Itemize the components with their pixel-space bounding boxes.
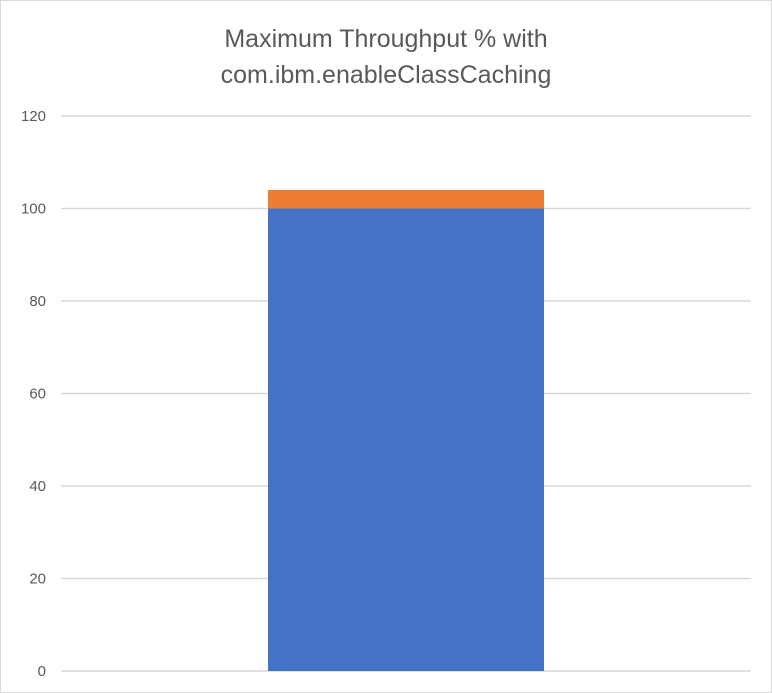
bar-segment-2 — [268, 190, 544, 209]
y-tick-label-80: 80 — [29, 293, 46, 310]
chart-title-line-1: Maximum Throughput % with — [224, 25, 548, 53]
y-axis-tick-labels: 0 20 40 60 80 100 120 — [21, 108, 46, 680]
y-tick-label-60: 60 — [29, 386, 46, 403]
y-tick-label-120: 120 — [21, 108, 46, 125]
y-tick-label-0: 0 — [38, 663, 46, 680]
y-tick-label-100: 100 — [21, 201, 46, 218]
y-tick-label-20: 20 — [29, 571, 46, 588]
bars — [268, 190, 544, 671]
chart-title-line-2: com.ibm.enableClassCaching — [220, 61, 552, 89]
bar-segment-1 — [268, 208, 544, 671]
y-tick-label-40: 40 — [29, 478, 46, 495]
